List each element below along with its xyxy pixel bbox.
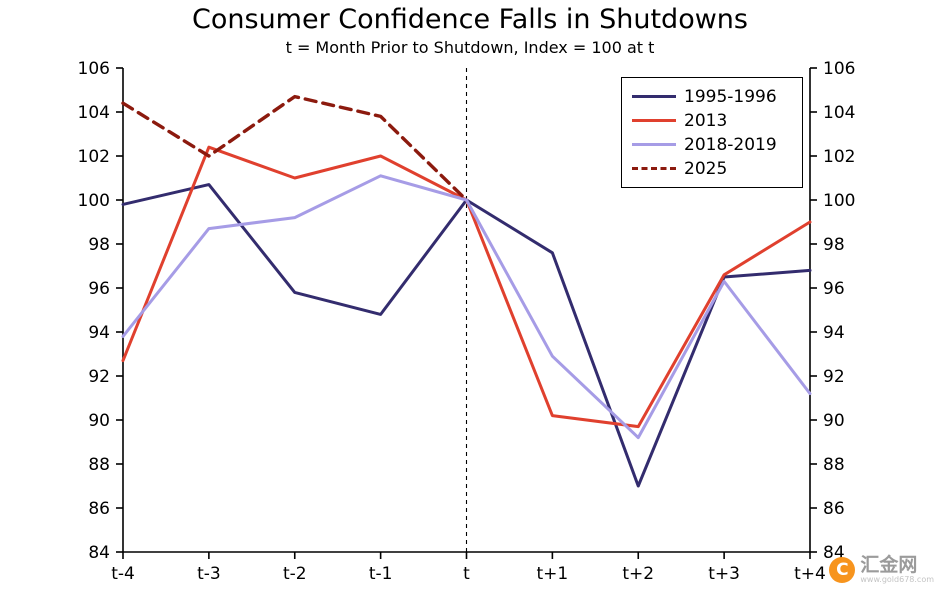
legend-label: 2018-2019	[684, 134, 777, 155]
legend-line-swatch	[632, 95, 676, 98]
y-tick-label-right: 86	[823, 499, 845, 519]
x-tick-label: t-1	[369, 564, 393, 584]
y-tick-label-left: 100	[78, 191, 110, 211]
y-tick-label-left: 92	[88, 367, 110, 387]
x-tick-label: t+1	[537, 564, 569, 584]
y-tick-label-left: 88	[88, 455, 110, 475]
y-tick-label-right: 106	[823, 59, 855, 79]
y-tick-label-left: 102	[78, 147, 110, 167]
legend-item-1995-1996: 1995-1996	[632, 85, 792, 108]
y-tick-label-right: 88	[823, 455, 845, 475]
watermark-logo-icon: C	[829, 556, 856, 583]
y-tick-label-left: 84	[88, 543, 110, 563]
series-line-2025	[121, 94, 469, 202]
chart-legend: 1995-1996 2013 2018-2019 2025	[621, 77, 803, 188]
y-tick-label-right: 104	[823, 103, 855, 123]
y-tick-label-left: 104	[78, 103, 110, 123]
chart-title: Consumer Confidence Falls in Shutdowns	[192, 4, 748, 35]
y-tick-label-left: 86	[88, 499, 110, 519]
x-tick-label: t+3	[708, 564, 740, 584]
x-tick-label: t-4	[111, 564, 135, 584]
watermark-url: www.gold678.com	[860, 574, 934, 584]
x-tick-label: t+4	[794, 564, 826, 584]
x-tick-label: t	[463, 564, 470, 584]
y-tick-label-left: 94	[88, 323, 110, 343]
x-tick-label: t-2	[283, 564, 307, 584]
watermark: C 汇金网 www.gold678.com	[829, 553, 934, 584]
legend-line-swatch	[632, 143, 676, 146]
chart-subtitle: t = Month Prior to Shutdown, Index = 100…	[285, 38, 655, 57]
y-tick-label-left: 106	[78, 59, 110, 79]
x-tick-label: t+2	[622, 564, 654, 584]
legend-label: 2025	[684, 158, 728, 179]
y-tick-label-left: 98	[88, 235, 110, 255]
legend-label: 1995-1996	[684, 86, 777, 107]
y-tick-label-right: 98	[823, 235, 845, 255]
watermark-name: 汇金网	[860, 553, 918, 576]
x-tick-label: t-3	[197, 564, 221, 584]
y-tick-label-right: 102	[823, 147, 855, 167]
y-tick-label-left: 90	[88, 411, 110, 431]
y-tick-label-left: 96	[88, 279, 110, 299]
legend-line-swatch	[632, 167, 676, 170]
legend-item-2013: 2013	[632, 109, 792, 132]
legend-line-swatch	[632, 119, 676, 122]
legend-item-2018-2019: 2018-2019	[632, 133, 792, 156]
legend-item-2025: 2025	[632, 157, 792, 180]
y-tick-label-right: 96	[823, 279, 845, 299]
y-tick-label-right: 90	[823, 411, 845, 431]
y-tick-label-right: 100	[823, 191, 855, 211]
series-line-2018-2019	[121, 174, 812, 440]
y-tick-label-right: 92	[823, 367, 845, 387]
y-tick-label-right: 94	[823, 323, 845, 343]
legend-label: 2013	[684, 110, 728, 131]
